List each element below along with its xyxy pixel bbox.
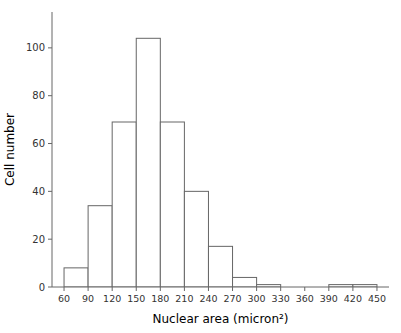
histogram-bar [112,122,136,287]
x-tick [136,287,137,291]
x-tick-label: 390 [320,293,338,304]
x-tick [112,287,113,291]
y-tick [48,239,52,240]
histogram-bar [160,122,184,287]
y-tick [48,191,52,192]
x-tick [352,287,353,291]
x-axis: 60 90 120 150 180 210 240 270 300 330 360 390 420 450 [58,287,386,304]
chart: 0 20 40 60 80 100 60 90 120 150 180 210 240 270 300 330… [0,0,401,333]
x-tick [160,287,161,291]
y-tick-label: 80 [32,90,45,101]
x-tick [328,287,329,291]
x-tick-label: 450 [368,293,386,304]
y-axis: 0 20 40 60 80 100 [26,42,52,292]
histogram-bar [88,206,112,287]
histogram-bar [64,268,88,287]
y-tick [48,47,52,48]
x-tick [376,287,377,291]
x-tick-label: 420 [344,293,362,304]
y-axis-label: Cell number [3,113,17,186]
x-tick [304,287,305,291]
bars [64,38,377,287]
x-tick [208,287,209,291]
histogram-bar [208,246,232,287]
x-tick [184,287,185,291]
x-tick-label: 180 [151,293,169,304]
x-axis-line [52,287,389,288]
x-tick-label: 300 [248,293,266,304]
x-tick [64,287,65,291]
x-axis-label: Nuclear area (micron²) [153,312,289,326]
y-axis-line [52,12,53,287]
histogram-bar [184,191,208,287]
histogram-bar [136,38,160,287]
x-tick-label: 330 [272,293,290,304]
y-tick [48,287,52,288]
y-tick-label: 100 [26,42,45,53]
x-tick-label: 270 [223,293,241,304]
y-tick-label: 40 [32,186,45,197]
x-tick-label: 360 [296,293,314,304]
y-tick-label: 0 [39,282,45,293]
x-tick [232,287,233,291]
x-tick-label: 60 [58,293,70,304]
x-tick-label: 210 [175,293,193,304]
x-tick [280,287,281,291]
x-tick-label: 90 [82,293,94,304]
x-tick-label: 150 [127,293,145,304]
histogram-bar [233,277,257,287]
x-tick [256,287,257,291]
y-tick-label: 20 [32,234,45,245]
y-tick [48,143,52,144]
y-tick-label: 60 [32,138,45,149]
x-tick-label: 120 [103,293,121,304]
x-tick-label: 240 [199,293,217,304]
x-tick [88,287,89,291]
y-tick [48,95,52,96]
